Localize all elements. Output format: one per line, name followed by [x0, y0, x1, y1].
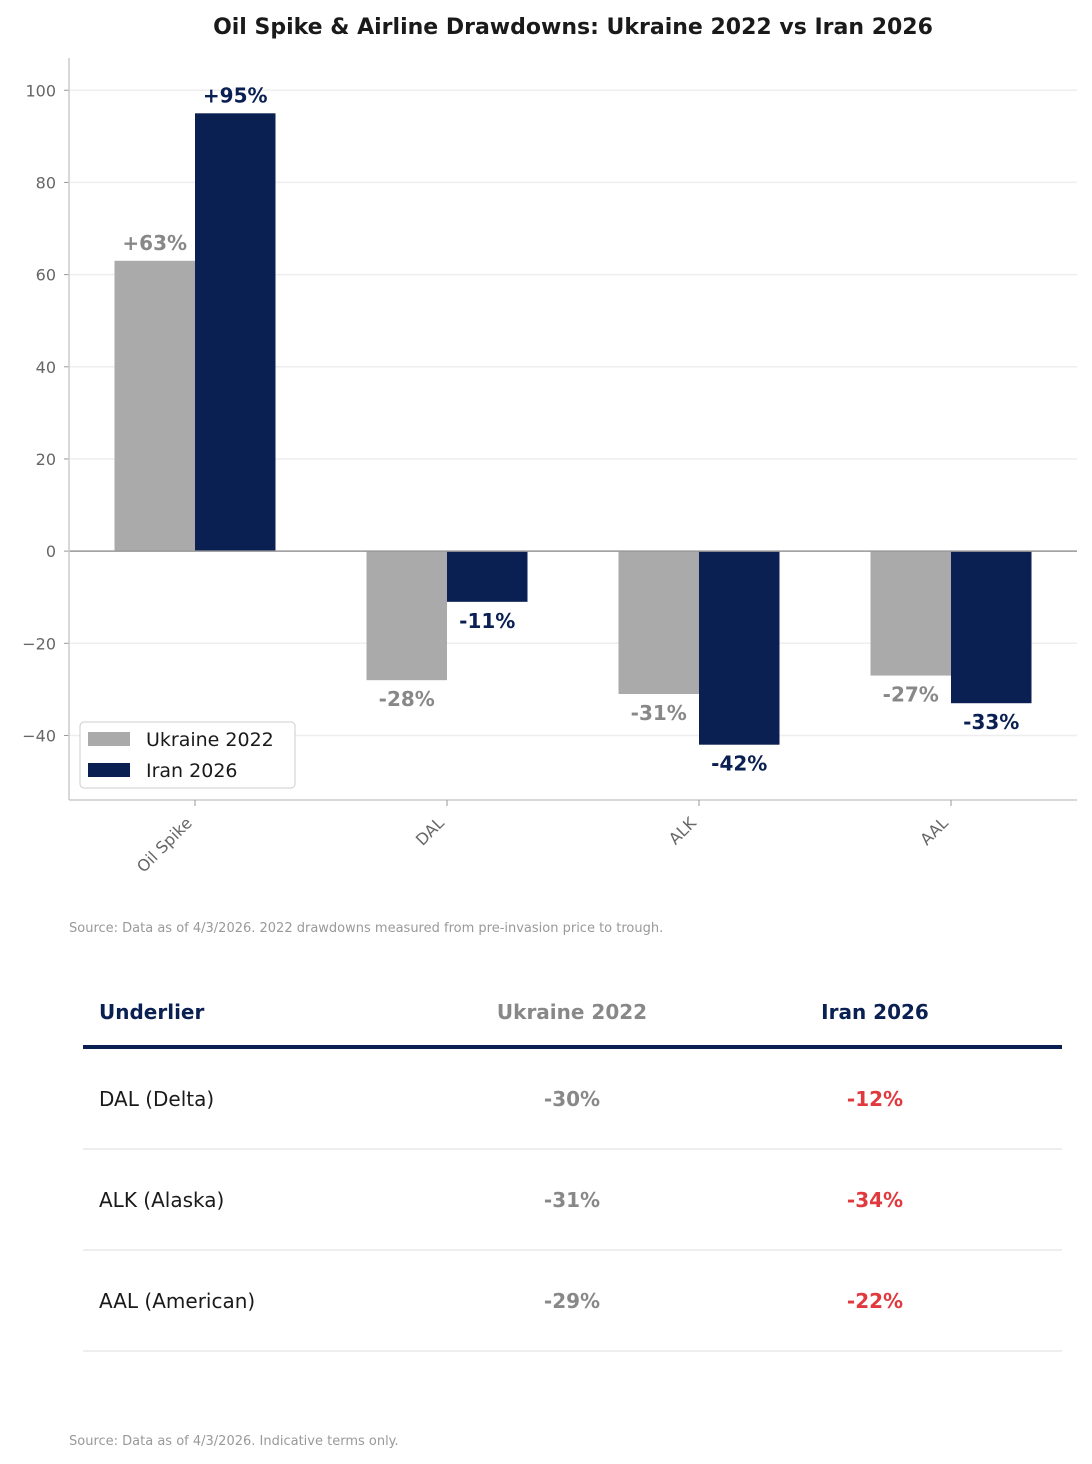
bar-iran-2026 — [951, 551, 1032, 704]
data-label: -28% — [379, 687, 435, 711]
x-tick-label: Oil Spike — [133, 813, 196, 876]
bar-iran-2026 — [447, 551, 528, 602]
cell-underlier: DAL (Delta) — [99, 1086, 215, 1111]
y-tick-label: 0 — [46, 542, 56, 561]
x-tick-label: DAL — [412, 813, 448, 849]
data-label: -27% — [883, 683, 939, 707]
data-label: -33% — [963, 710, 1019, 734]
data-label: -42% — [711, 752, 767, 776]
cell-iran: -12% — [846, 1086, 904, 1111]
cell-iran: -22% — [846, 1288, 904, 1313]
header-iran: Iran 2026 — [821, 1000, 929, 1024]
data-label: -31% — [631, 701, 687, 725]
cell-ukraine: -29% — [543, 1288, 601, 1313]
y-tick-label: 100 — [25, 81, 56, 100]
y-tick-label: −20 — [22, 634, 56, 653]
y-tick-label: 80 — [36, 173, 56, 192]
x-tick-label: ALK — [665, 813, 700, 848]
table-header-row: Underlier Ukraine 2022 Iran 2026 — [83, 980, 1062, 1049]
legend-label: Ukraine 2022 — [146, 729, 274, 751]
chart-title: Oil Spike & Airline Drawdowns: Ukraine 2… — [213, 15, 933, 40]
header-ukraine: Ukraine 2022 — [496, 1000, 648, 1024]
cell-underlier: ALK (Alaska) — [99, 1187, 225, 1212]
data-label: -11% — [459, 609, 515, 633]
y-tick-label: −40 — [22, 726, 56, 745]
bar-ukraine-2022 — [366, 551, 447, 681]
legend-swatch — [88, 763, 130, 777]
cell-iran: -34% — [846, 1187, 904, 1212]
data-label: +95% — [203, 83, 268, 107]
bar-iran-2026 — [699, 551, 780, 745]
header-underlier: Underlier — [99, 1000, 205, 1024]
cell-ukraine: -31% — [543, 1187, 601, 1212]
bar-ukraine-2022 — [114, 260, 195, 552]
bar-iran-2026 — [195, 113, 276, 552]
table-row: DAL (Delta) -30% -12% — [83, 1049, 1062, 1150]
y-tick-label: 20 — [36, 450, 56, 469]
y-tick-label: 60 — [36, 266, 56, 285]
bar-ukraine-2022 — [618, 551, 699, 694]
legend-label: Iran 2026 — [146, 760, 238, 782]
cell-ukraine: -30% — [543, 1086, 601, 1111]
legend-swatch — [88, 732, 130, 746]
y-tick-label: 40 — [36, 358, 56, 377]
data-label: +63% — [122, 231, 187, 255]
bar-chart: Oil Spike & Airline Drawdowns: Ukraine 2… — [22, 15, 1077, 876]
table-row: ALK (Alaska) -31% -34% — [83, 1150, 1062, 1251]
chart-source-note: Source: Data as of 4/3/2026. 2022 drawdo… — [69, 921, 664, 936]
x-tick-label: AAL — [916, 813, 952, 849]
comparison-table: Underlier Ukraine 2022 Iran 2026 DAL (De… — [83, 980, 1062, 1352]
legend-box — [79, 721, 296, 789]
table-row: AAL (American) -29% -22% — [83, 1251, 1062, 1352]
bar-ukraine-2022 — [870, 551, 951, 676]
cell-underlier: AAL (American) — [99, 1288, 256, 1313]
table-source-note: Source: Data as of 4/3/2026. Indicative … — [69, 1434, 399, 1449]
